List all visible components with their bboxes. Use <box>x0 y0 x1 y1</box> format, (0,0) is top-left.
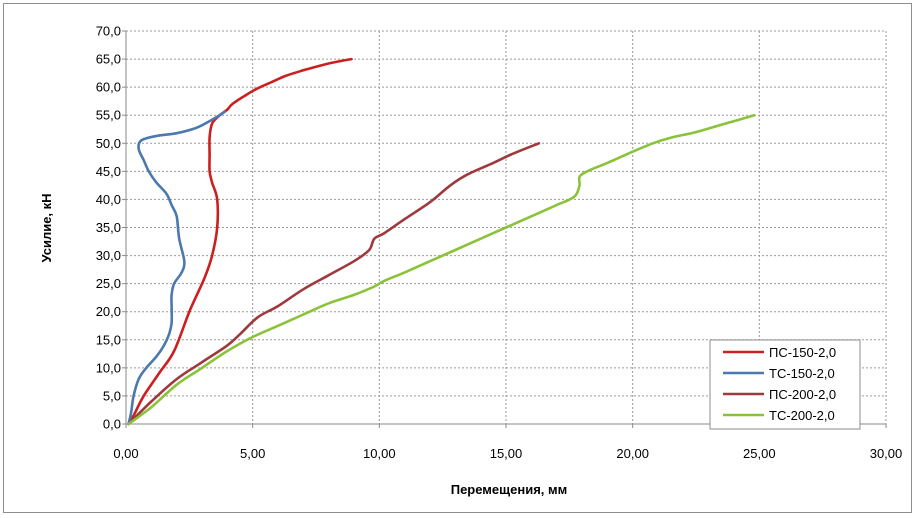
y-tick-label: 10,0 <box>96 360 121 375</box>
x-tick-label: 5,00 <box>240 446 265 461</box>
series-3-line <box>127 142 541 426</box>
series-lines <box>127 57 756 426</box>
series-2-line <box>127 110 227 426</box>
y-tick-label: 45,0 <box>96 164 121 179</box>
y-axis-title: Усилие, кН <box>39 193 54 262</box>
series-1-line <box>127 57 353 426</box>
x-tick-label: 20,00 <box>616 446 649 461</box>
legend: ПС-150-2,0 ТС-150-2,0 ПС-200-2,0 ТС-200-2,0 <box>709 339 861 430</box>
x-tick-label: 25,00 <box>743 446 776 461</box>
y-tick-label: 25,0 <box>96 276 121 291</box>
y-tick-label: 60,0 <box>96 80 121 95</box>
legend-label: ТС-200-2,0 <box>769 408 835 423</box>
x-tick-label: 15,00 <box>490 446 523 461</box>
x-axis-title: Перемещения, мм <box>451 482 568 497</box>
y-tick-label: 5,0 <box>103 388 121 403</box>
y-tick-label: 70,0 <box>96 24 121 39</box>
y-tick-label: 40,0 <box>96 192 121 207</box>
y-tick-label: 20,0 <box>96 304 121 319</box>
y-tick-label: 55,0 <box>96 108 121 123</box>
y-tick-label: 0,0 <box>103 417 121 432</box>
x-tick-label: 30,00 <box>870 446 903 461</box>
legend-label: ПС-200-2,0 <box>769 387 836 402</box>
series-4-line <box>127 113 756 426</box>
y-tick-label: 15,0 <box>96 332 121 347</box>
y-tick-label: 65,0 <box>96 52 121 67</box>
x-tick-label: 0,00 <box>113 446 138 461</box>
y-tick-label: 50,0 <box>96 136 121 151</box>
y-tick-label: 35,0 <box>96 220 121 235</box>
x-tick-label: 10,00 <box>363 446 396 461</box>
legend-label: ТС-150-2,0 <box>769 366 835 381</box>
y-tick-label: 30,0 <box>96 248 121 263</box>
legend-label: ПС-150-2,0 <box>769 345 836 360</box>
